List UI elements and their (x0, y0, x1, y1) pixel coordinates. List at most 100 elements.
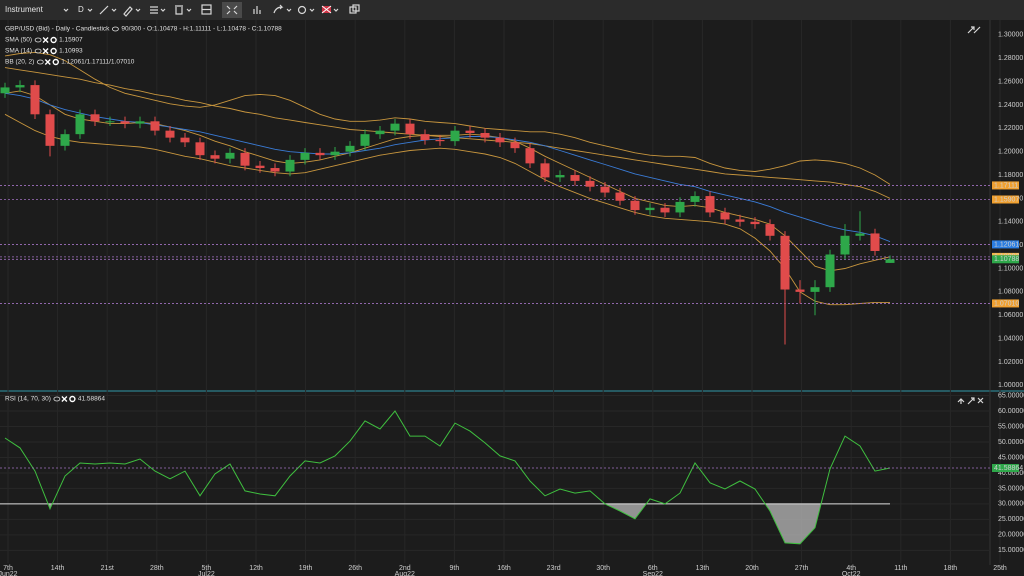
maximize-rsi-pane[interactable] (967, 397, 975, 405)
move-rsi-pane-up[interactable] (957, 398, 965, 404)
indicator-settings[interactable] (69, 395, 76, 403)
visibility-toggle[interactable] (53, 396, 61, 402)
labels-layer: 1.30000 1.28000 1.26000 1.24000 1.22000 1.200… (0, 26, 1024, 576)
price-level-tag (992, 240, 1019, 249)
candle-body (315, 152, 325, 156)
candle-body (795, 289, 805, 292)
y-tick-label: 1.04000 (998, 335, 1023, 342)
y-tick-label: 1.28000 (998, 55, 1023, 62)
instrument-menu[interactable]: Instrument (5, 5, 69, 14)
candle-body (615, 192, 625, 201)
maximize-price-pane[interactable] (967, 26, 981, 34)
x-month-label: Jun22 (0, 571, 18, 576)
candle-body (465, 130, 475, 133)
timeframe-menu[interactable]: D (78, 5, 93, 14)
candle-body (345, 145, 355, 152)
candle-body (885, 259, 895, 263)
delete-tool[interactable] (175, 5, 192, 15)
candle-body (705, 196, 715, 213)
dropdown-arrow (87, 8, 93, 12)
crosshair-button[interactable] (226, 5, 238, 15)
icon (253, 6, 261, 14)
candle-body (30, 85, 40, 115)
candle-body (495, 137, 505, 143)
candle-body (180, 137, 190, 143)
toolbar (0, 0, 1024, 20)
icon (297, 5, 307, 15)
fib-tool[interactable] (150, 6, 166, 14)
price-level-label: 1.17111 (994, 182, 1018, 189)
candle-body (870, 233, 880, 251)
visibility-toggle[interactable] (111, 26, 119, 32)
x-tick-label: 5th (202, 565, 212, 572)
rsi-line (4, 410, 891, 545)
x-tick-label: 7th (3, 565, 13, 572)
price-level-tag (992, 299, 1019, 308)
indicator-name: SMA (14) (5, 48, 32, 55)
candle-body (840, 235, 850, 255)
candle-body (825, 254, 835, 288)
remove-indicator[interactable] (42, 48, 49, 54)
icon (967, 397, 975, 405)
x-tick-label: 20th (745, 565, 759, 572)
popout-button[interactable] (349, 4, 360, 14)
icon (273, 4, 284, 14)
y-tick-label: 30.00000 (998, 501, 1024, 508)
indicator-value: 1.10993 (59, 48, 83, 55)
layout-button[interactable] (201, 4, 212, 15)
candle-body (165, 130, 175, 138)
language-button[interactable] (321, 5, 339, 14)
candle-body (675, 201, 685, 213)
theme-button[interactable] (297, 5, 315, 15)
dropdown-arrow (286, 8, 292, 12)
share-button[interactable] (273, 4, 292, 14)
indicator-line (4, 67, 891, 199)
y-tick-label: 40.00000 (998, 470, 1024, 477)
visibility-toggle[interactable] (34, 37, 42, 43)
candle-body (255, 165, 265, 169)
x-tick-label: 26th (348, 565, 362, 572)
candle-body (210, 155, 220, 159)
indicator-settings[interactable] (52, 58, 59, 66)
x-tick-label: 21st (101, 565, 114, 572)
candle-body (135, 121, 145, 124)
indicator-settings[interactable] (50, 36, 57, 44)
candle-body (510, 142, 520, 149)
indicators-button[interactable] (253, 6, 261, 14)
y-tick-label: 60.00000 (998, 408, 1024, 415)
x-tick-label: 11th (894, 565, 907, 572)
candle-body (525, 148, 535, 164)
close-rsi-pane[interactable] (977, 397, 984, 404)
x-tick-label: 12th (249, 565, 263, 572)
y-tick-label: 1.14000 (998, 219, 1023, 226)
candle-body (750, 221, 760, 225)
chart-subtitle: 90/300 - O:1.10478 - H:1.11111 - L:1.104… (121, 26, 282, 33)
y-tick-label: 1.08000 (998, 289, 1023, 296)
y-tick-label: 65.00000 (998, 392, 1024, 399)
dropdown-arrow (333, 8, 339, 12)
pen-tool[interactable] (123, 6, 141, 17)
x-tick-label: 27th (795, 565, 809, 572)
active-tool-highlight (222, 2, 242, 18)
indicator-settings[interactable] (50, 47, 57, 55)
x-tick-label: 9th (450, 565, 460, 572)
candle-body (195, 142, 205, 156)
x-month-label: Oct22 (842, 571, 861, 576)
icon (977, 397, 984, 404)
remove-indicator[interactable] (44, 59, 51, 65)
dropdown-arrow (63, 8, 69, 12)
remove-indicator[interactable] (61, 396, 68, 402)
timeframe-button[interactable]: D (78, 5, 84, 14)
price-level-tag (992, 181, 1019, 190)
candle-body (585, 180, 595, 187)
marks-layer (0, 51, 990, 545)
icon (123, 6, 133, 17)
draw-line-tool[interactable] (99, 5, 117, 15)
candle-body (0, 87, 10, 94)
visibility-toggle[interactable] (36, 59, 44, 65)
candle-body (330, 151, 340, 156)
instrument-button[interactable]: Instrument (5, 5, 44, 14)
indicator-value: 41.58864 (78, 396, 105, 403)
visibility-toggle[interactable] (34, 48, 42, 54)
remove-indicator[interactable] (42, 37, 49, 43)
